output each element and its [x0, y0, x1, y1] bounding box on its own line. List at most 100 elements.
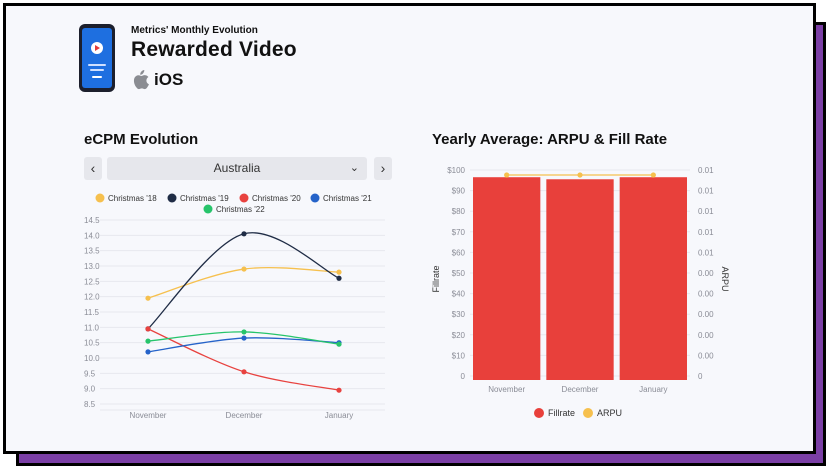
- screen-text-line: [90, 69, 104, 71]
- ecpm-data-point: [336, 269, 342, 275]
- ecpm-legend: Christmas '18 Christmas '19 Christmas '20 C…: [95, 193, 372, 214]
- arpu-data-point: [650, 172, 656, 178]
- prev-country-button[interactable]: ‹: [84, 157, 102, 180]
- country-select-value: Australia: [213, 161, 261, 175]
- phone-screen: [82, 28, 112, 88]
- ecpm-chart-title: eCPM Evolution: [84, 131, 199, 148]
- ecpm-y-tick: 14.0: [84, 231, 100, 240]
- ecpm-legend-label: Christmas '19: [180, 194, 229, 203]
- ecpm-y-tick: 12.5: [84, 277, 100, 286]
- arpu-y-tick: 0.00: [698, 269, 714, 278]
- fillrate-y-tick: $60: [452, 248, 466, 257]
- arpu-data-point: [577, 172, 583, 178]
- page-title: Rewarded Video: [131, 38, 297, 61]
- play-icon: [91, 42, 103, 54]
- country-select[interactable]: Australia ⌄: [107, 157, 367, 180]
- fillrate-bar: [546, 179, 614, 380]
- arpu-y-tick: 0.00: [698, 290, 714, 299]
- ecpm-y-tick: 13.5: [84, 247, 100, 256]
- fillrate-axis-label: Fillrate: [431, 265, 441, 292]
- fillrate-bar: [473, 177, 541, 380]
- ecpm-data-point: [336, 387, 342, 393]
- ecpm-y-tick: 11.0: [84, 323, 100, 332]
- ecpm-y-tick: 10.0: [84, 354, 100, 363]
- chevron-left-icon: ‹: [90, 160, 96, 176]
- fillrate-y-tick: $40: [452, 290, 466, 299]
- fillrate-y-tick: $10: [452, 351, 466, 360]
- arpu-y-tick: 0.00: [698, 351, 714, 360]
- ecpm-data-point: [336, 275, 342, 281]
- screen-text-line: [88, 64, 106, 66]
- arpu-data-point: [504, 172, 510, 178]
- ecpm-legend-swatch: [203, 204, 213, 214]
- ecpm-data-point: [336, 341, 342, 347]
- ecpm-y-tick: 14.5: [84, 216, 100, 225]
- ecpm-data-point: [145, 349, 151, 355]
- ecpm-y-tick: 9.5: [84, 369, 96, 378]
- arpu-axis-label: ARPU: [720, 266, 730, 291]
- ecpm-y-tick: 12.0: [84, 293, 100, 302]
- arpu-y-tick: 0.01: [698, 228, 714, 237]
- ecpm-data-point: [241, 266, 247, 272]
- bar-legend: Fillrate ARPU: [534, 408, 622, 418]
- arpu-line: [504, 172, 656, 178]
- ecpm-y-tick: 8.5: [84, 400, 96, 409]
- ecpm-legend-label: Christmas '18: [108, 194, 157, 203]
- bar-x-tick: November: [488, 385, 525, 394]
- phone-thumbnail: [79, 24, 115, 92]
- fillrate-y-tick: $90: [452, 187, 466, 196]
- ecpm-y-tick: 13.0: [84, 262, 100, 271]
- arpu-y-axis: 0 0.00 0.00 0.00 0.00 0.00 0.01 0.01 0.01 0.01 0.0…: [698, 166, 714, 381]
- fillrate-bars: [473, 177, 687, 380]
- bar-x-tick: January: [639, 385, 667, 394]
- arpu-y-tick: 0.01: [698, 166, 714, 175]
- ecpm-legend-swatch: [167, 193, 177, 203]
- ecpm-legend-label: Christmas '20: [252, 194, 301, 203]
- ecpm-y-tick: 10.5: [84, 339, 100, 348]
- fillrate-y-tick: $70: [452, 228, 466, 237]
- ecpm-legend-label: Christmas '22: [216, 205, 265, 214]
- fillrate-y-axis: 0 $10 $20 $30 $40 $50 $60 $70 $80 $90 $100: [447, 166, 465, 381]
- ecpm-legend-swatch: [239, 193, 249, 203]
- ecpm-data-point: [241, 231, 247, 237]
- fillrate-y-tick: 0: [461, 372, 466, 381]
- arpu-chart-title: Yearly Average: ARPU & Fill Rate: [432, 131, 668, 148]
- ecpm-y-tick: 9.0: [84, 385, 96, 394]
- arpu-legend-swatch: [583, 408, 593, 418]
- ecpm-legend-swatch: [310, 193, 320, 203]
- ecpm-x-axis: November December January: [130, 411, 354, 420]
- ecpm-x-tick: January: [325, 411, 353, 420]
- arpu-y-tick: 0: [698, 372, 703, 381]
- chevron-right-icon: ›: [380, 160, 386, 176]
- ecpm-x-tick: November: [130, 411, 167, 420]
- fillrate-y-tick: $20: [452, 331, 466, 340]
- ecpm-legend-label: Christmas '21: [323, 194, 372, 203]
- ecpm-data-point: [145, 295, 151, 301]
- ecpm-y-tick: 11.5: [84, 308, 100, 317]
- ecpm-data-point: [145, 338, 151, 344]
- bar-x-tick: December: [562, 385, 599, 394]
- arpu-y-tick: 0.00: [698, 331, 714, 340]
- arpu-y-tick: 0.00: [698, 310, 714, 319]
- fillrate-y-tick: $80: [452, 207, 466, 216]
- ecpm-data-point: [241, 329, 247, 335]
- arpu-y-tick: 0.01: [698, 187, 714, 196]
- ecpm-legend-swatch: [95, 193, 105, 203]
- next-country-button[interactable]: ›: [374, 157, 392, 180]
- screen-text-line: [92, 76, 102, 78]
- fillrate-legend-swatch: [534, 408, 544, 418]
- fillrate-bar: [619, 177, 687, 380]
- arpu-y-tick: 0.01: [698, 248, 714, 257]
- fillrate-y-tick: $50: [452, 269, 466, 278]
- arpu-legend-label: ARPU: [597, 408, 622, 418]
- apple-icon: [133, 70, 149, 90]
- fillrate-legend-label: Fillrate: [548, 408, 575, 418]
- chevron-down-icon: ⌄: [349, 162, 359, 174]
- report-subtitle: Metrics' Monthly Evolution: [131, 25, 258, 36]
- platform-label: iOS: [154, 70, 184, 89]
- ecpm-x-tick: December: [226, 411, 263, 420]
- ecpm-data-point: [241, 369, 247, 375]
- fillrate-y-tick: $30: [452, 310, 466, 319]
